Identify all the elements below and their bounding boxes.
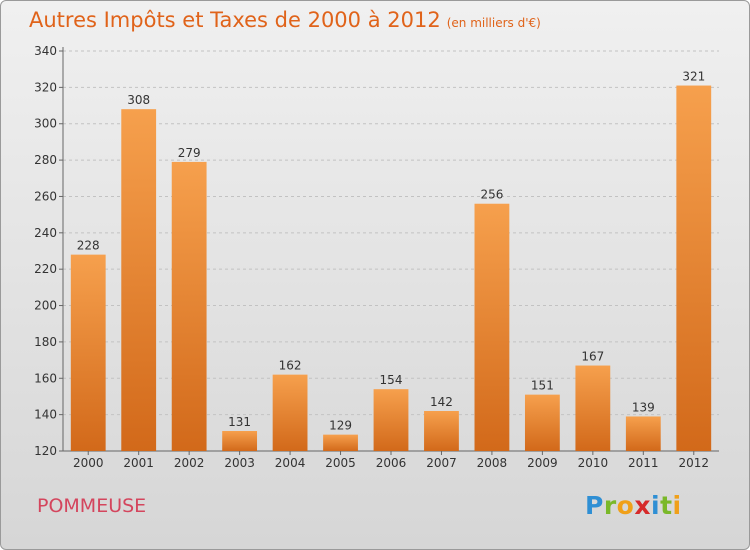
value-label-2009: 151 (531, 379, 554, 393)
chart-title: Autres Impôts et Taxes de 2000 à 2012 (en… (29, 8, 541, 32)
value-label-2002: 279 (178, 146, 201, 160)
y-tick-label: 120 (34, 444, 57, 458)
y-tick-label: 160 (34, 371, 57, 385)
bar-2003 (222, 431, 258, 451)
commune-name: POMMEUSE (37, 495, 147, 517)
x-tick-label-2001: 2001 (123, 456, 154, 470)
y-tick-label: 280 (34, 153, 57, 167)
value-label-2011: 139 (632, 400, 655, 414)
bar-2008 (474, 203, 510, 451)
value-label-2005: 129 (329, 419, 352, 433)
value-label-2003: 131 (228, 415, 251, 429)
value-label-2008: 256 (480, 188, 503, 202)
y-tick-label: 300 (34, 117, 57, 131)
bar-2004 (272, 374, 308, 451)
x-tick-label-2008: 2008 (477, 456, 508, 470)
x-tick-label-2011: 2011 (628, 456, 659, 470)
brand-logo: Proxiti (585, 491, 682, 520)
value-label-2001: 308 (127, 93, 150, 107)
bar-2009 (524, 394, 560, 451)
x-tick-label-2000: 2000 (73, 456, 104, 470)
y-tick-label: 320 (34, 80, 57, 94)
brand-letter: t (660, 491, 673, 520)
value-label-2000: 228 (77, 239, 100, 253)
y-tick-label: 140 (34, 408, 57, 422)
bar-2010 (575, 365, 611, 451)
brand-letter: i (672, 491, 682, 520)
value-label-2010: 167 (581, 350, 604, 364)
chart-title-text: Autres Impôts et Taxes de 2000 à 2012 (29, 8, 441, 32)
x-tick-label-2002: 2002 (174, 456, 205, 470)
bar-2006 (373, 389, 409, 451)
bar-2002 (171, 161, 207, 451)
x-tick-label-2006: 2006 (376, 456, 407, 470)
value-labels: 228 308 279 131 162 129 154 142 256 151 167 139 321 (77, 70, 705, 433)
chart-unit: (en milliers d'€) (446, 16, 541, 30)
y-tick-label: 220 (34, 262, 57, 276)
x-tick-label-2007: 2007 (426, 456, 457, 470)
y-tick-label: 240 (34, 226, 57, 240)
bar-2005 (323, 434, 358, 451)
y-tick-label: 200 (34, 299, 57, 313)
bars (70, 85, 712, 451)
bar-2012 (676, 85, 712, 451)
brand-letter: o (616, 491, 635, 520)
value-label-2006: 154 (380, 373, 403, 387)
bar-2011 (625, 416, 661, 451)
value-label-2004: 162 (279, 359, 302, 373)
brand-letter: x (634, 491, 651, 520)
gridlines (63, 50, 719, 416)
y-tick-label: 180 (34, 335, 57, 349)
bar-2001 (121, 109, 157, 451)
value-label-2012: 321 (682, 70, 705, 84)
brand-letter: i (651, 491, 661, 520)
x-tick-label-2012: 2012 (678, 456, 709, 470)
x-tick-label-2005: 2005 (325, 456, 356, 470)
x-tick-label-2004: 2004 (275, 456, 306, 470)
bar-2007 (424, 411, 459, 451)
tick-labels: 120 140 160 180 200 220 240 260 280 300 320 340 2000… (34, 44, 709, 470)
x-tick-label-2003: 2003 (224, 456, 255, 470)
value-label-2007: 142 (430, 395, 453, 409)
brand-letter: P (585, 491, 604, 520)
x-tick-label-2010: 2010 (578, 456, 609, 470)
bar-2000 (70, 254, 106, 451)
x-tick-label-2009: 2009 (527, 456, 558, 470)
y-tick-label: 260 (34, 189, 57, 203)
y-tick-label: 340 (34, 44, 57, 58)
brand-letter: r (603, 491, 617, 520)
